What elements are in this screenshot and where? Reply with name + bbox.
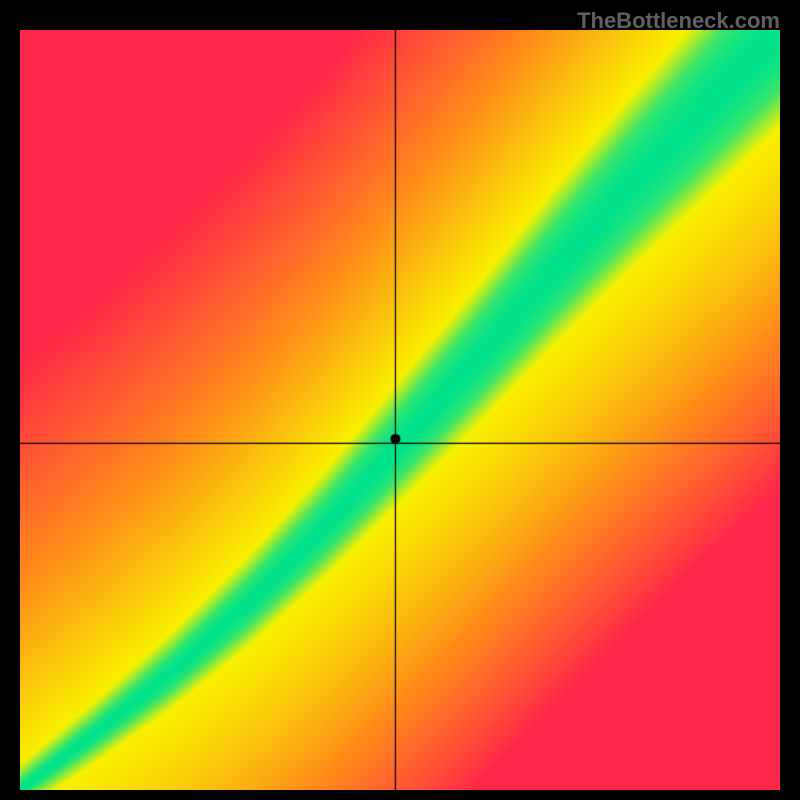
bottleneck-heatmap <box>20 30 780 790</box>
watermark: TheBottleneck.com <box>577 8 780 34</box>
chart-container: TheBottleneck.com <box>0 0 800 800</box>
